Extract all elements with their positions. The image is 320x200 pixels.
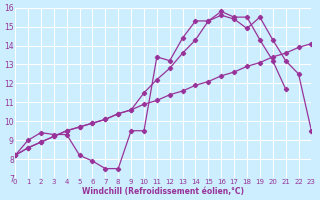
X-axis label: Windchill (Refroidissement éolien,°C): Windchill (Refroidissement éolien,°C) — [82, 187, 244, 196]
